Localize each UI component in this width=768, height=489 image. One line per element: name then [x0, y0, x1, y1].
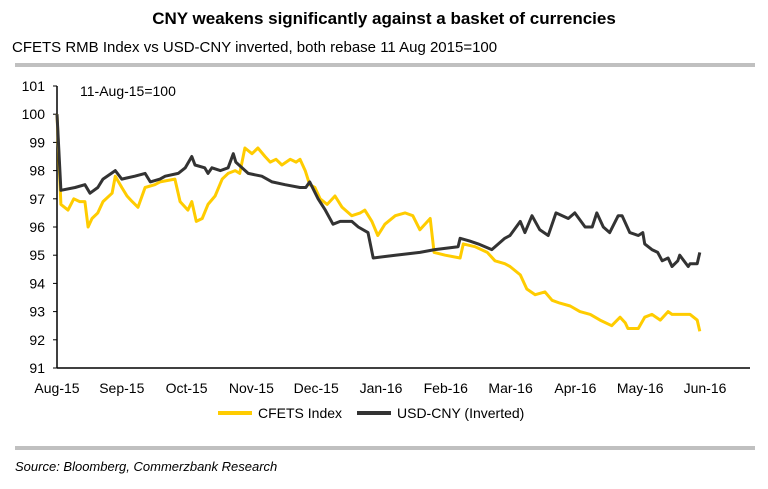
x-tick-label: May-16 — [617, 380, 664, 396]
x-tick-label: Mar-16 — [488, 380, 533, 396]
y-tick-label: 94 — [29, 275, 45, 291]
series-line-usd-cny-inverted — [55, 114, 702, 268]
legend-label: CFETS Index — [258, 405, 342, 421]
chart-annotation: 11-Aug-15=100 — [80, 83, 176, 99]
bottom-divider — [15, 446, 755, 450]
series-line-cfets-index — [55, 114, 702, 332]
y-tick-label: 99 — [29, 134, 45, 150]
x-tick-label: Feb-16 — [424, 380, 469, 396]
x-tick-label: Oct-15 — [166, 380, 208, 396]
y-tick-label: 101 — [22, 78, 46, 94]
chart-title: CNY weakens significantly against a bask… — [152, 9, 616, 28]
x-tick-label: Dec-15 — [294, 380, 339, 396]
x-tick-label: Aug-15 — [34, 380, 79, 396]
y-tick-label: 91 — [29, 360, 45, 376]
y-tick-label: 93 — [29, 304, 45, 320]
legend-label: USD-CNY (Inverted) — [397, 405, 524, 421]
legend: CFETS Index USD-CNY (Inverted) — [218, 405, 524, 421]
source-note: Source: Bloomberg, Commerzbank Research — [15, 459, 278, 474]
y-tick-label: 97 — [29, 191, 45, 207]
y-tick-label: 95 — [29, 247, 45, 263]
y-tick-label: 100 — [22, 106, 46, 122]
y-tick-label: 98 — [29, 163, 45, 179]
chart-subtitle: CFETS RMB Index vs USD-CNY inverted, bot… — [12, 39, 498, 56]
x-tick-label: Jan-16 — [360, 380, 403, 396]
x-tick-label: Apr-16 — [554, 380, 596, 396]
x-tick-label: Sep-15 — [99, 380, 144, 396]
y-tick-label: 92 — [29, 332, 45, 348]
top-divider — [15, 63, 755, 67]
x-tick-label: Nov-15 — [229, 380, 274, 396]
x-tick-label: Jun-16 — [684, 380, 727, 396]
y-tick-label: 96 — [29, 219, 45, 235]
